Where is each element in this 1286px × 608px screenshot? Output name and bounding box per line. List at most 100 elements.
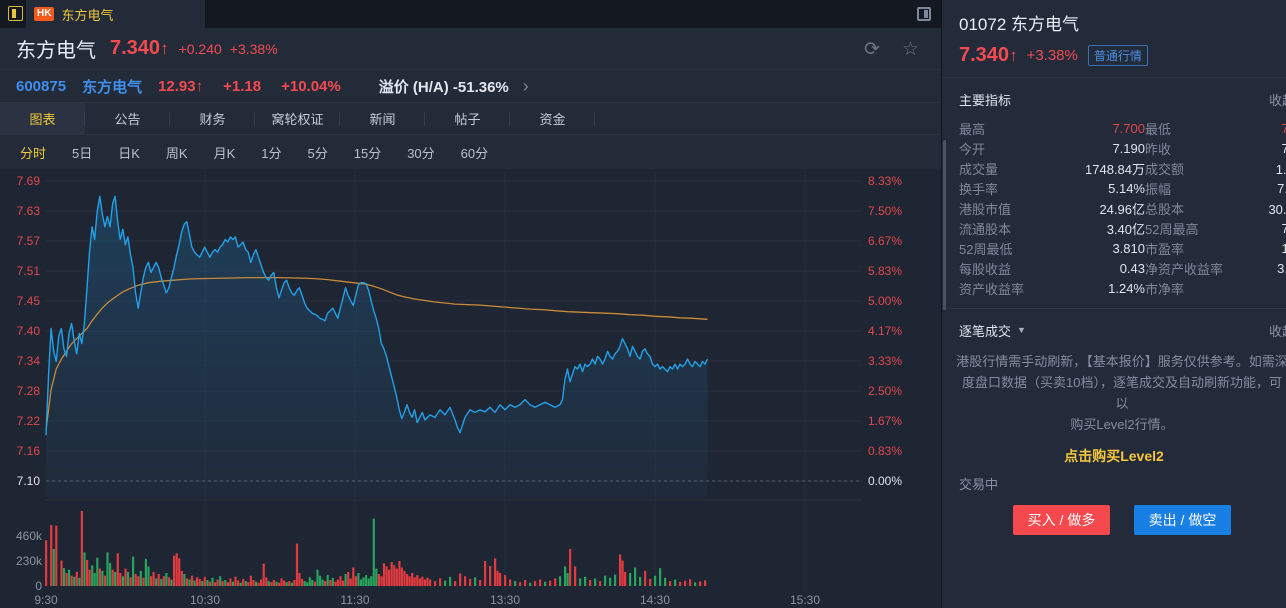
- intraday-chart[interactable]: 7.69 7.63 7.57 7.51 7.45 7.40 7.34 7.28 7.22 7.16…: [0, 167, 941, 608]
- svg-text:5.83%: 5.83%: [868, 264, 902, 278]
- a-share-price-arrow: 12.93↑: [158, 77, 204, 95]
- svg-text:9:30: 9:30: [34, 593, 58, 607]
- period-tab-8[interactable]: 30分: [407, 145, 435, 161]
- a-share-change-pct: +10.04%: [281, 77, 341, 95]
- price-change: +0.240: [178, 40, 222, 57]
- svg-text:15:30: 15:30: [790, 593, 820, 607]
- stock-tab[interactable]: HK 东方电气: [26, 0, 205, 28]
- svg-text:7.51: 7.51: [17, 264, 41, 278]
- tab-3[interactable]: 窝轮权证: [255, 103, 340, 134]
- svg-text:0.83%: 0.83%: [868, 444, 902, 458]
- tab-5[interactable]: 帖子: [425, 103, 510, 134]
- svg-text:7.16: 7.16: [17, 444, 41, 458]
- price-change-pct: +3.38%: [229, 40, 278, 57]
- market-badge: HK: [34, 7, 55, 21]
- collapse-tick-button[interactable]: 收起: [1268, 323, 1286, 339]
- stock-tab-label: 东方电气: [61, 7, 114, 23]
- period-tab-2[interactable]: 日K: [118, 145, 140, 161]
- current-price: 7.340: [110, 37, 161, 59]
- tab-2[interactable]: 财务: [170, 103, 255, 134]
- quote-header: 东方电气 7.340 ↑ +0.240 +3.38% ⟳ ☆: [0, 28, 941, 70]
- favorite-star-icon[interactable]: ☆: [901, 38, 919, 60]
- svg-text:0: 0: [35, 579, 42, 593]
- right-stock-title: 01072 东方电气: [959, 15, 1079, 34]
- svg-text:7.69: 7.69: [17, 174, 41, 188]
- svg-text:8.33%: 8.33%: [868, 174, 902, 188]
- buy-level2-link[interactable]: 点击购买Level2: [1064, 448, 1164, 464]
- a-share-code[interactable]: 600875: [16, 77, 67, 95]
- level2-notice: 港股行情需手动刷新，【基本报价】服务仅供参考。如需深 度盘口数据（买卖10档），…: [956, 354, 1286, 432]
- tick-trades-title: 逐笔成交: [959, 323, 1012, 339]
- quote-level-badge[interactable]: 普通行情: [1087, 45, 1148, 66]
- svg-text:1.67%: 1.67%: [868, 414, 902, 428]
- a-share-row[interactable]: 600875 东方电气 12.93↑ +1.18 +10.04% 溢价 (H/A…: [0, 70, 941, 103]
- sell-short-button[interactable]: 卖出 / 做空: [1134, 505, 1231, 535]
- a-share-name[interactable]: 东方电气: [82, 78, 143, 96]
- right-change-pct: +3.38%: [1026, 47, 1078, 64]
- chevron-right-icon[interactable]: ›: [522, 75, 529, 96]
- tab-0[interactable]: 图表: [0, 103, 85, 134]
- tab-1[interactable]: 公告: [85, 103, 170, 134]
- volume-bars: [45, 511, 707, 586]
- svg-text:7.28: 7.28: [17, 384, 41, 398]
- svg-text:0.00%: 0.00%: [868, 474, 902, 488]
- toggle-right-panel-icon[interactable]: [917, 7, 931, 21]
- svg-text:5.00%: 5.00%: [868, 294, 902, 308]
- svg-text:7.22: 7.22: [17, 414, 41, 428]
- svg-text:3.33%: 3.33%: [868, 354, 902, 368]
- buy-long-button[interactable]: 买入 / 做多: [1013, 505, 1110, 535]
- trade-section: 交易中 买入 / 做多 卖出 / 做空: [942, 474, 1286, 535]
- period-tab-1[interactable]: 5日: [72, 145, 93, 161]
- indicator-panel: 01072 东方电气 7.340 ↑ +3.38% 普通行情 主要指标 收起 最…: [941, 0, 1286, 608]
- refresh-icon[interactable]: ⟳: [864, 38, 880, 60]
- indicators-title: 主要指标: [959, 92, 1012, 108]
- period-tab-5[interactable]: 1分: [261, 145, 282, 161]
- period-tab-4[interactable]: 月K: [213, 145, 236, 161]
- right-up-arrow-icon: ↑: [1009, 45, 1018, 65]
- svg-text:7.50%: 7.50%: [868, 204, 902, 218]
- period-tab-3[interactable]: 周K: [165, 145, 188, 161]
- right-price: 7.340: [959, 44, 1010, 66]
- collapse-indicators-button[interactable]: 收起: [1268, 92, 1286, 108]
- svg-text:10:30: 10:30: [190, 593, 220, 607]
- tab-4[interactable]: 新闻: [340, 103, 425, 134]
- svg-text:7.40: 7.40: [17, 324, 41, 338]
- svg-text:14:30: 14:30: [640, 593, 670, 607]
- caret-down-icon[interactable]: ▼: [1017, 325, 1026, 335]
- svg-text:7.63: 7.63: [17, 204, 41, 218]
- tab-6[interactable]: 资金: [510, 103, 595, 134]
- svg-text:7.34: 7.34: [17, 354, 41, 368]
- toggle-watchlist-icon[interactable]: [8, 6, 23, 21]
- stock-name: 东方电气: [16, 40, 96, 62]
- svg-text:7.45: 7.45: [17, 294, 41, 308]
- content-tabs: 图表 公告 财务 窝轮权证 新闻 帖子 资金: [0, 103, 941, 135]
- period-tab-0[interactable]: 分时: [20, 145, 47, 161]
- period-tabs: 分时 5日 日K 周K 月K 1分 5分 15分 30分 60分: [0, 135, 941, 169]
- period-tab-9[interactable]: 60分: [460, 145, 489, 161]
- tick-trades-section: 逐笔成交 ▼ 收起 港股行情需手动刷新，【基本报价】服务仅供参考。如需深 度盘口…: [942, 309, 1286, 466]
- quote-panel: HK 东方电气 东方电气 7.340 ↑ +0.240 +3.38% ⟳ ☆ 6…: [0, 0, 941, 608]
- y-axis-left: 7.69 7.63 7.57 7.51 7.45 7.40 7.34 7.28 7.22 7.16…: [17, 174, 41, 488]
- svg-text:11:30: 11:30: [340, 593, 369, 607]
- period-tab-6[interactable]: 5分: [307, 145, 328, 161]
- scrollbar-thumb[interactable]: [943, 140, 946, 310]
- period-tab-7[interactable]: 15分: [353, 145, 382, 161]
- volume-axis: 460k 230k 0: [16, 529, 43, 593]
- y-axis-right: 8.33% 7.50% 6.67% 5.83% 5.00% 4.17% 3.33% 2.50%…: [868, 174, 902, 488]
- right-quote-header: 01072 东方电气 7.340 ↑ +3.38% 普通行情: [942, 0, 1286, 78]
- premium-ha: 溢价 (H/A) -51.36%: [378, 78, 509, 96]
- svg-text:2.50%: 2.50%: [868, 384, 902, 398]
- svg-text:13:30: 13:30: [490, 593, 520, 607]
- up-arrow-icon: ↑: [160, 38, 169, 58]
- a-share-change: +1.18: [223, 77, 262, 95]
- price-line: [45, 195, 709, 436]
- x-axis: 9:30 10:30 11:30 13:30 14:30 15:30: [34, 593, 820, 607]
